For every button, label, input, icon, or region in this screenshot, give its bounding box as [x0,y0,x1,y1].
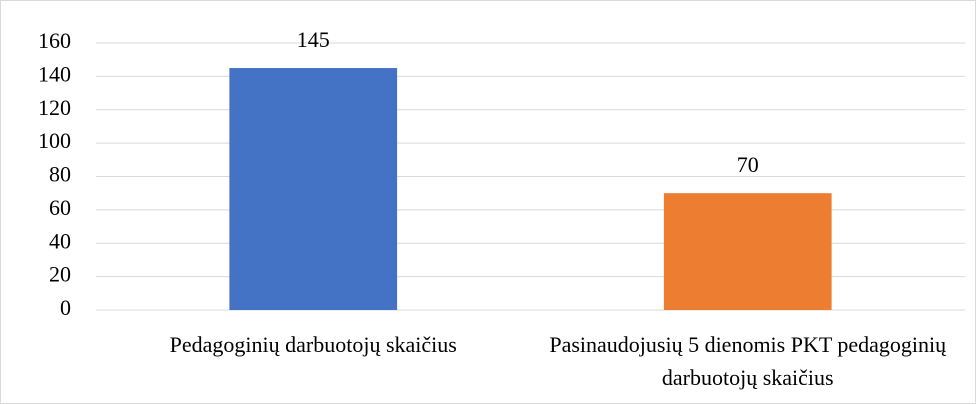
y-tick-label: 140 [38,61,71,86]
bar [663,193,832,310]
y-tick-label: 60 [49,195,71,220]
y-tick-label: 0 [60,295,71,320]
x-tick-label: Pedagoginių darbuotojų skaičius [169,332,457,357]
x-tick-label: Pasinaudojusių 5 dienomis PKT pedagogini… [549,332,947,390]
y-tick-label: 80 [49,162,71,187]
data-label: 145 [297,27,330,52]
y-tick-label: 40 [49,228,71,253]
bar [229,68,398,310]
data-label: 70 [737,152,759,177]
y-tick-label: 20 [49,262,71,287]
y-tick-label: 100 [38,128,71,153]
y-tick-label: 160 [38,28,71,53]
y-tick-label: 120 [38,95,71,120]
